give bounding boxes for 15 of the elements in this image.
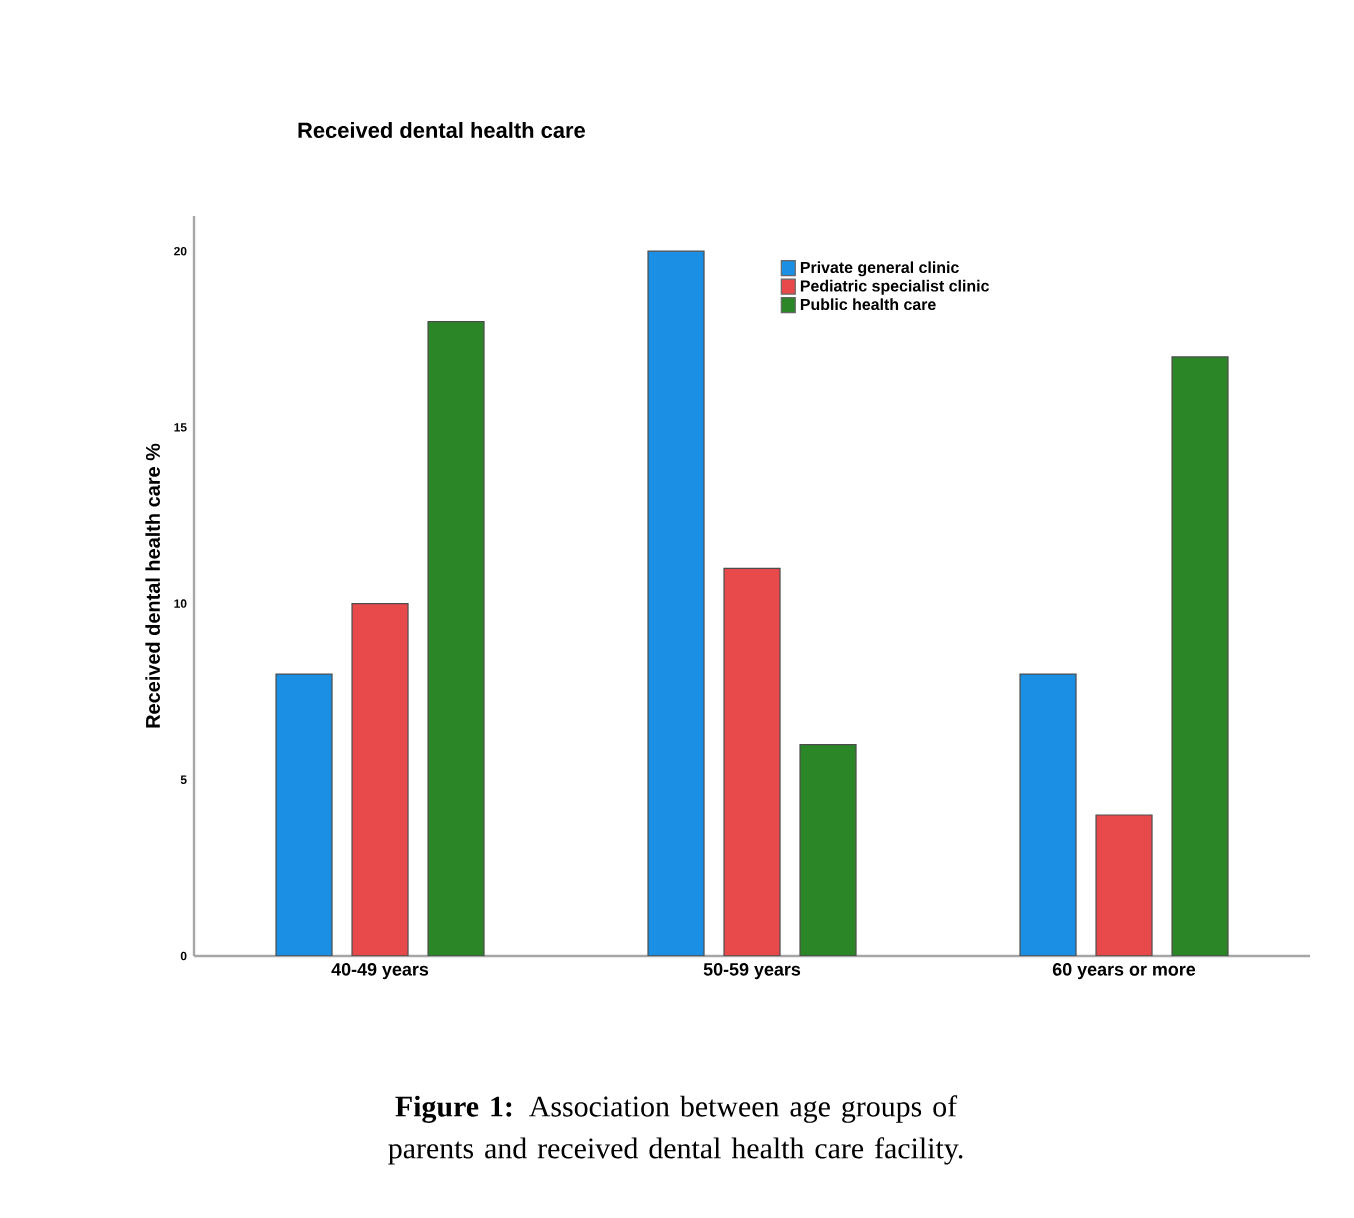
x-tick-label: 40-49 years bbox=[331, 963, 429, 980]
y-axis-title: Received dental health care % bbox=[145, 443, 160, 728]
bar bbox=[1171, 356, 1229, 956]
bar bbox=[351, 602, 409, 956]
bar bbox=[799, 743, 857, 956]
x-tick-label: 60 years or more bbox=[1052, 963, 1196, 980]
bar bbox=[723, 567, 781, 956]
bar bbox=[427, 321, 485, 956]
bar bbox=[647, 250, 705, 956]
x-tick-label: 50-59 years bbox=[703, 963, 801, 980]
bar bbox=[1095, 814, 1153, 956]
chart-title: Received dental health care bbox=[298, 121, 585, 139]
text: Figure 1: Association between age groups of parents and received dental health care facility. bbox=[388, 1095, 963, 1165]
bar bbox=[275, 673, 333, 956]
bar bbox=[1019, 673, 1077, 956]
